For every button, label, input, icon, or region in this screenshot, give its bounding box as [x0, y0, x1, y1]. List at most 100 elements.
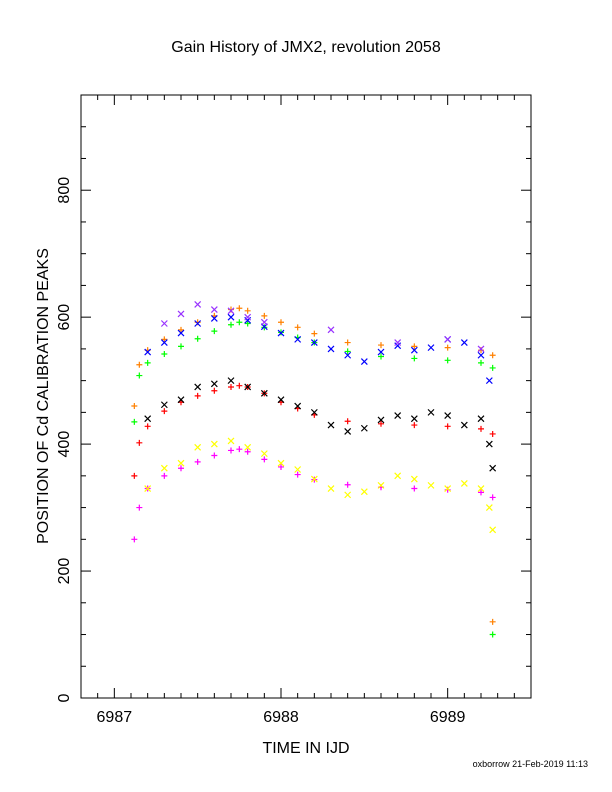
- data-point: [344, 418, 351, 425]
- data-point: [410, 415, 418, 423]
- data-point: [227, 377, 235, 385]
- data-point: [210, 306, 218, 313]
- data-point: [144, 485, 152, 492]
- data-point: [131, 418, 138, 425]
- series-3: [160, 301, 485, 353]
- footer-stamp: oxborrow 21-Feb-2019 11:13: [473, 759, 588, 769]
- data-point: [136, 439, 143, 446]
- data-point: [131, 403, 138, 410]
- data-point: [227, 307, 235, 315]
- data-point: [261, 456, 268, 463]
- data-point: [194, 392, 201, 399]
- data-point: [485, 440, 493, 448]
- x-tick-label: 6987: [97, 709, 133, 726]
- data-point: [178, 326, 184, 333]
- data-point: [410, 475, 418, 483]
- chart-marks: [131, 301, 497, 638]
- data-point: [327, 485, 335, 492]
- data-point: [478, 359, 484, 366]
- data-point: [477, 485, 485, 492]
- y-tick-label: 0: [56, 693, 73, 702]
- axis-tick-labels: 6987 6988 6989 0 200 400 600 800: [56, 177, 466, 726]
- data-point: [177, 329, 185, 337]
- data-point: [161, 336, 168, 343]
- x-axis-label: TIME IN IJD: [262, 740, 349, 757]
- series-4: [131, 382, 496, 479]
- data-point: [227, 437, 235, 445]
- data-point: [460, 480, 468, 487]
- data-point: [244, 307, 251, 314]
- data-point: [478, 489, 484, 496]
- y-tick-label: 600: [56, 304, 73, 331]
- data-point: [177, 396, 185, 404]
- data-point: [427, 344, 435, 352]
- data-point: [244, 443, 252, 451]
- series-0: [131, 305, 496, 625]
- data-point: [444, 423, 451, 430]
- data-point: [394, 472, 402, 480]
- data-point: [344, 339, 351, 346]
- data-point: [394, 342, 402, 350]
- data-point: [294, 324, 301, 331]
- data-point: [411, 422, 418, 429]
- data-point: [294, 466, 302, 473]
- data-point: [210, 440, 218, 448]
- data-point: [244, 383, 252, 391]
- plot-frame: [80, 94, 532, 699]
- data-point: [228, 447, 234, 454]
- data-point: [277, 396, 285, 404]
- data-point: [394, 412, 402, 419]
- data-point: [344, 491, 352, 499]
- data-point: [244, 448, 251, 455]
- data-point: [178, 465, 184, 472]
- data-point: [327, 345, 335, 353]
- data-point: [244, 313, 252, 321]
- data-point: [177, 310, 185, 318]
- y-tick-label: 200: [56, 558, 73, 585]
- data-point: [411, 343, 418, 350]
- data-point: [160, 339, 168, 346]
- axis-ticks: [80, 94, 532, 699]
- y-axis-label: POSITION OF Cd CALIBRATION PEAKS: [35, 248, 52, 544]
- data-point: [378, 420, 384, 427]
- data-point: [360, 358, 368, 366]
- data-point: [427, 481, 435, 489]
- series-6: [131, 446, 496, 543]
- data-point: [210, 380, 218, 388]
- data-point: [344, 351, 352, 359]
- x-tick-label: 6988: [263, 709, 299, 726]
- data-point: [131, 472, 138, 479]
- data-point: [477, 351, 485, 359]
- series-5: [144, 377, 497, 472]
- data-point: [485, 504, 493, 512]
- data-point: [144, 359, 151, 366]
- data-point: [294, 335, 302, 343]
- series-7: [144, 437, 497, 534]
- data-point: [360, 424, 368, 432]
- data-point: [294, 402, 302, 410]
- data-point: [161, 408, 168, 415]
- data-point: [377, 348, 385, 356]
- data-point: [260, 318, 268, 326]
- data-point: [444, 485, 452, 492]
- data-point: [277, 329, 285, 337]
- data-point: [160, 401, 168, 409]
- data-point: [489, 631, 496, 638]
- data-point: [327, 421, 335, 429]
- data-point: [278, 463, 284, 470]
- data-point: [489, 430, 496, 437]
- data-point: [144, 348, 152, 356]
- data-point: [178, 343, 184, 350]
- data-point: [236, 319, 243, 326]
- data-point: [411, 485, 418, 492]
- data-point: [277, 459, 285, 467]
- data-point: [177, 459, 185, 467]
- data-point: [485, 377, 493, 385]
- data-point: [444, 344, 451, 351]
- data-point: [136, 361, 143, 368]
- data-point: [411, 355, 418, 362]
- data-point: [160, 320, 168, 327]
- series-1: [131, 319, 496, 638]
- data-point: [377, 481, 385, 489]
- data-point: [194, 301, 202, 308]
